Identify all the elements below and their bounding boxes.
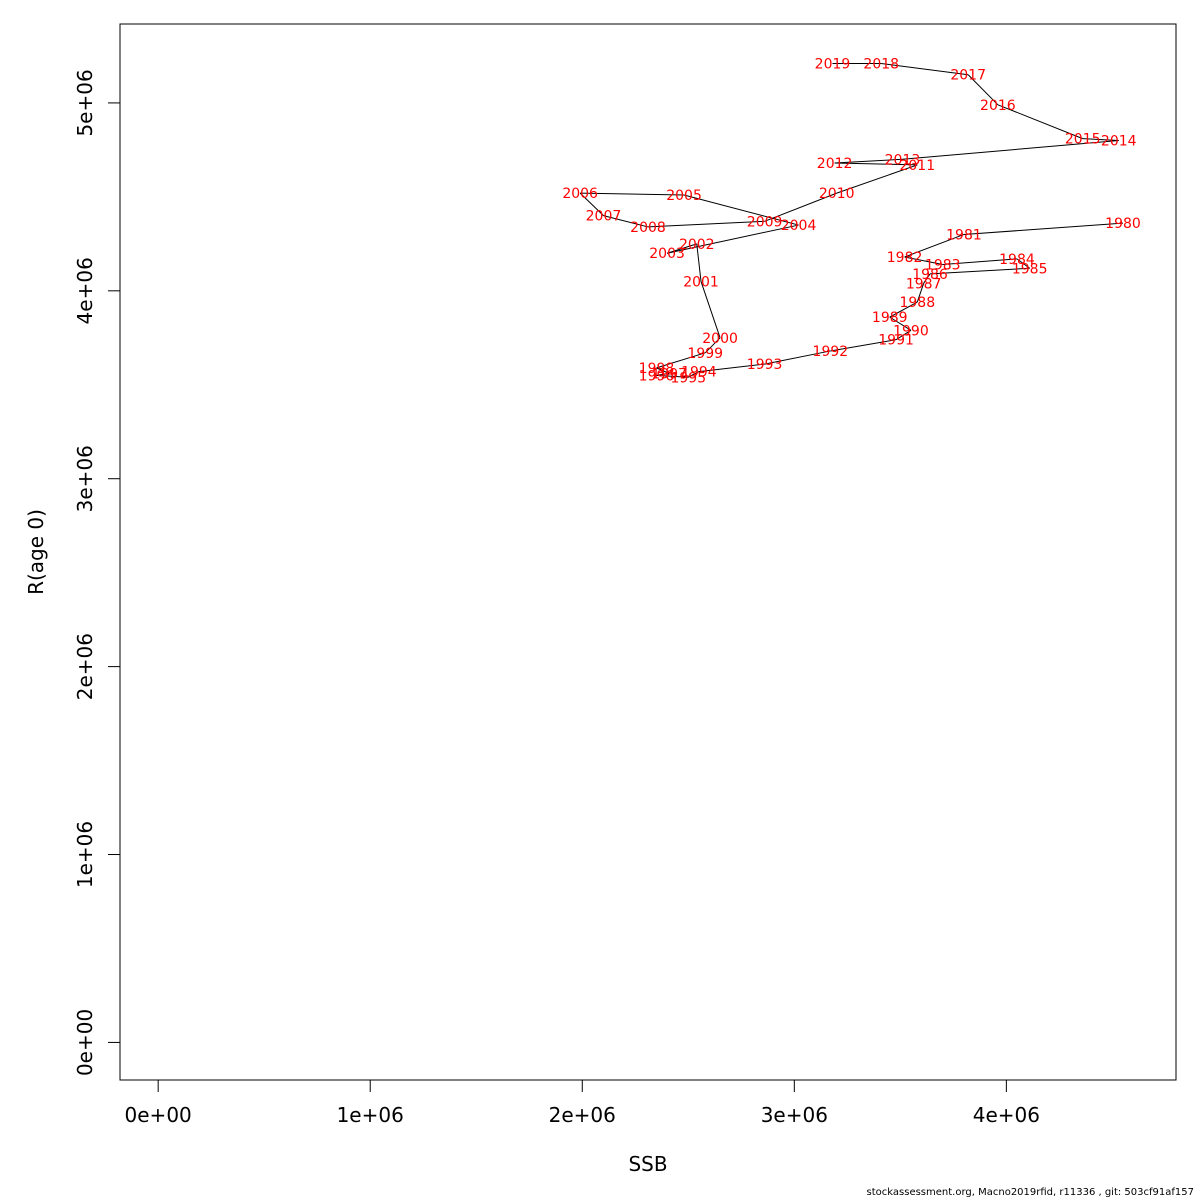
year-label-2013: 2013 bbox=[885, 152, 921, 168]
year-label-2007: 2007 bbox=[586, 209, 622, 225]
trajectory-segment bbox=[929, 267, 1030, 275]
year-label-1993: 1993 bbox=[747, 357, 783, 373]
trajectory-segment bbox=[579, 192, 604, 217]
footer-credit: stockassessment.org, Macno2019rfid, r113… bbox=[866, 1187, 1194, 1198]
trajectory-segment bbox=[904, 233, 965, 258]
year-label-1987: 1987 bbox=[906, 276, 942, 292]
trajectory-segment bbox=[700, 281, 721, 338]
trajectory-segment bbox=[942, 258, 1018, 266]
trajectory-segment bbox=[902, 140, 1119, 160]
x-tick-label: 4e+06 bbox=[973, 1103, 1040, 1127]
year-label-2018: 2018 bbox=[863, 56, 899, 72]
x-tick-label: 3e+06 bbox=[761, 1103, 828, 1127]
year-label-2000: 2000 bbox=[702, 331, 738, 347]
trajectory-segment bbox=[666, 224, 799, 254]
year-label-2019: 2019 bbox=[815, 56, 851, 72]
x-tick-label: 0e+00 bbox=[125, 1103, 192, 1127]
year-label-1996: 1996 bbox=[639, 368, 675, 384]
year-label-2012: 2012 bbox=[817, 156, 853, 172]
year-label-2017: 2017 bbox=[950, 68, 986, 84]
year-label-1985: 1985 bbox=[1012, 261, 1048, 277]
year-label-2011: 2011 bbox=[899, 158, 935, 174]
trajectory-segment bbox=[889, 316, 912, 331]
year-label-1983: 1983 bbox=[925, 258, 961, 274]
trajectory-segment bbox=[916, 283, 925, 303]
y-tick-label: 2e+06 bbox=[73, 633, 97, 700]
trajectory-segment bbox=[647, 220, 765, 228]
year-label-2010: 2010 bbox=[819, 186, 855, 202]
year-label-2005: 2005 bbox=[666, 188, 702, 204]
year-label-2009: 2009 bbox=[747, 214, 783, 230]
y-tick-label: 0e+00 bbox=[73, 1009, 97, 1076]
y-tick-label: 3e+06 bbox=[73, 445, 97, 512]
trajectory-segment bbox=[830, 339, 897, 352]
y-tick-label: 5e+06 bbox=[73, 69, 97, 136]
trajectory-segment bbox=[834, 158, 903, 164]
year-label-1990: 1990 bbox=[893, 323, 929, 339]
y-tick-label: 4e+06 bbox=[73, 257, 97, 324]
trajectory-segment bbox=[580, 192, 685, 196]
trajectory-segment bbox=[923, 273, 931, 284]
trajectory-segment bbox=[834, 162, 918, 166]
trajectory-segment bbox=[656, 367, 670, 374]
y-axis-title: R(age 0) bbox=[24, 509, 48, 595]
year-label-1995: 1995 bbox=[670, 370, 706, 386]
year-label-2001: 2001 bbox=[683, 274, 719, 290]
trajectory-segment bbox=[963, 222, 1124, 235]
trajectory-segment bbox=[836, 164, 918, 194]
year-label-1986: 1986 bbox=[912, 267, 948, 283]
year-label-1994: 1994 bbox=[681, 365, 717, 381]
trajectory-segment bbox=[656, 373, 670, 376]
trajectory-segment bbox=[656, 352, 706, 369]
year-label-2014: 2014 bbox=[1101, 133, 1137, 149]
y-tick-label: 1e+06 bbox=[73, 821, 97, 888]
y-axis: 0e+00 1e+06 2e+06 3e+06 4e+06 5e+06 bbox=[73, 69, 121, 1076]
trajectory-segment bbox=[764, 192, 837, 222]
trajectory-segment bbox=[895, 329, 912, 341]
year-label-1998: 1998 bbox=[639, 361, 675, 377]
year-label-1997: 1997 bbox=[651, 366, 687, 382]
year-label-1988: 1988 bbox=[899, 295, 935, 311]
year-label-2015: 2015 bbox=[1065, 132, 1101, 148]
year-label-2004: 2004 bbox=[781, 218, 817, 234]
year-label-1981: 1981 bbox=[946, 227, 982, 243]
year-label-1992: 1992 bbox=[813, 344, 849, 360]
trajectory-segment bbox=[603, 215, 649, 228]
trajectory-segment bbox=[688, 371, 700, 378]
year-label-2003: 2003 bbox=[649, 246, 685, 262]
year-label-2016: 2016 bbox=[980, 98, 1016, 114]
year-label-2002: 2002 bbox=[679, 237, 715, 253]
trajectory bbox=[579, 62, 1124, 378]
year-label-1982: 1982 bbox=[887, 250, 923, 266]
year-label-1999: 1999 bbox=[687, 346, 723, 362]
trajectory-segment bbox=[904, 256, 943, 266]
trajectory-segment bbox=[698, 363, 765, 373]
year-label-2006: 2006 bbox=[562, 186, 598, 202]
year-label-1984: 1984 bbox=[999, 252, 1035, 268]
trajectory-segment bbox=[696, 243, 702, 282]
year-label-1980: 1980 bbox=[1105, 216, 1141, 232]
trajectory-segment bbox=[1016, 258, 1030, 269]
year-label-2008: 2008 bbox=[630, 220, 666, 236]
x-tick-label: 2e+06 bbox=[549, 1103, 616, 1127]
x-axis: 0e+00 1e+06 2e+06 3e+06 4e+06 bbox=[125, 1079, 1040, 1127]
trajectory-segment bbox=[889, 301, 918, 318]
trajectory-segment bbox=[1082, 138, 1119, 141]
trajectory-segment bbox=[683, 194, 799, 226]
x-tick-label: 1e+06 bbox=[337, 1103, 404, 1127]
trajectory-segment bbox=[997, 104, 1083, 140]
trajectory-segment bbox=[881, 62, 969, 76]
trajectory-segment bbox=[967, 74, 999, 106]
year-label-1989: 1989 bbox=[872, 310, 908, 326]
trajectory-segment bbox=[656, 374, 689, 378]
trajectory-segment bbox=[764, 350, 831, 365]
year-label-1991: 1991 bbox=[878, 333, 914, 349]
x-axis-title: SSB bbox=[628, 1152, 667, 1176]
plot-frame bbox=[119, 23, 1177, 1081]
trajectory-segment bbox=[704, 337, 721, 354]
